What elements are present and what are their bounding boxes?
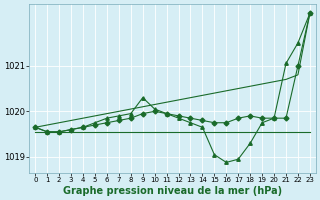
X-axis label: Graphe pression niveau de la mer (hPa): Graphe pression niveau de la mer (hPa) <box>63 186 282 196</box>
